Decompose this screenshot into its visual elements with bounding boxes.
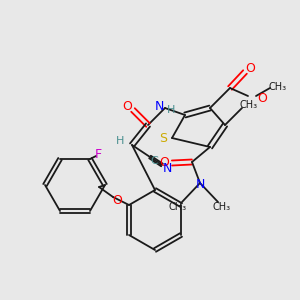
Text: CH₃: CH₃ [169, 202, 187, 212]
Text: N: N [195, 178, 205, 191]
Text: O: O [159, 157, 169, 169]
Text: O: O [257, 92, 267, 104]
Text: O: O [112, 194, 122, 208]
Text: CH₃: CH₃ [240, 100, 258, 110]
Text: F: F [94, 148, 102, 160]
Text: H: H [167, 105, 175, 115]
Text: N: N [154, 100, 164, 112]
Text: H: H [116, 136, 124, 146]
Text: CH₃: CH₃ [269, 82, 287, 92]
Text: O: O [245, 61, 255, 74]
Text: CH₃: CH₃ [213, 202, 231, 212]
Text: O: O [122, 100, 132, 112]
Text: C: C [150, 156, 158, 166]
Text: N: N [162, 163, 172, 176]
Text: S: S [159, 131, 167, 145]
